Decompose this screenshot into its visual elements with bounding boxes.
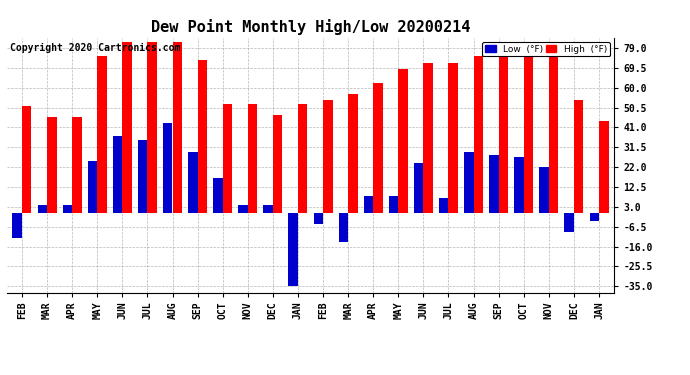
- Bar: [47, 117, 57, 213]
- Bar: [514, 157, 524, 213]
- Bar: [424, 63, 433, 213]
- Bar: [398, 69, 408, 213]
- Bar: [163, 123, 172, 213]
- Bar: [599, 121, 609, 213]
- Bar: [549, 56, 558, 213]
- Bar: [213, 177, 223, 213]
- Bar: [122, 42, 132, 213]
- Bar: [464, 153, 473, 213]
- Bar: [473, 56, 483, 213]
- Bar: [323, 100, 333, 213]
- Title: Dew Point Monthly High/Low 20200214: Dew Point Monthly High/Low 20200214: [151, 19, 470, 35]
- Bar: [138, 140, 148, 213]
- Bar: [238, 205, 248, 213]
- Bar: [373, 84, 383, 213]
- Bar: [448, 63, 458, 213]
- Bar: [348, 94, 357, 213]
- Bar: [313, 213, 323, 223]
- Bar: [264, 205, 273, 213]
- Bar: [388, 196, 398, 213]
- Bar: [439, 198, 449, 213]
- Bar: [524, 56, 533, 213]
- Bar: [88, 161, 97, 213]
- Bar: [22, 106, 32, 213]
- Bar: [197, 60, 207, 213]
- Bar: [223, 104, 233, 213]
- Bar: [12, 213, 22, 238]
- Bar: [37, 205, 47, 213]
- Bar: [540, 167, 549, 213]
- Bar: [574, 100, 584, 213]
- Bar: [499, 56, 509, 213]
- Bar: [288, 213, 298, 286]
- Bar: [298, 104, 308, 213]
- Bar: [414, 163, 424, 213]
- Text: Copyright 2020 Cartronics.com: Copyright 2020 Cartronics.com: [10, 43, 180, 52]
- Bar: [489, 154, 499, 213]
- Bar: [148, 42, 157, 213]
- Bar: [339, 213, 348, 242]
- Bar: [112, 136, 122, 213]
- Bar: [248, 104, 257, 213]
- Legend: Low  (°F), High  (°F): Low (°F), High (°F): [482, 42, 609, 56]
- Bar: [589, 213, 599, 221]
- Bar: [97, 56, 107, 213]
- Bar: [188, 153, 197, 213]
- Bar: [364, 196, 373, 213]
- Bar: [564, 213, 574, 232]
- Bar: [273, 115, 282, 213]
- Bar: [63, 205, 72, 213]
- Bar: [72, 117, 81, 213]
- Bar: [172, 42, 182, 213]
